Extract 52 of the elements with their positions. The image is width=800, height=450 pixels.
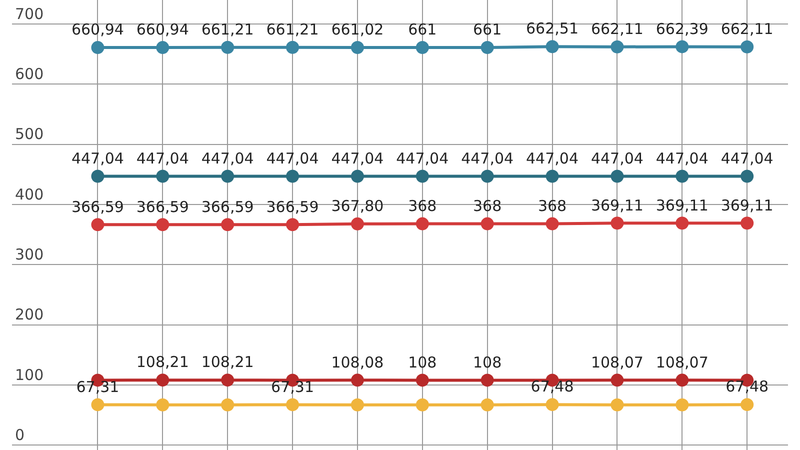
data-label: 660,94: [71, 20, 124, 39]
data-label: 661,21: [201, 20, 254, 39]
y-tick-label: 600: [15, 64, 44, 83]
data-label: 447,04: [720, 149, 774, 168]
data-label: 369,11: [720, 196, 774, 214]
data-label: 447,04: [266, 149, 319, 168]
data-label: 660,94: [136, 20, 189, 39]
data-label: 661: [473, 20, 502, 39]
data-label: 662,11: [590, 20, 644, 38]
data-label: 108,21: [136, 353, 189, 372]
data-label: 108,07: [656, 353, 708, 372]
y-tick-label: 200: [15, 306, 44, 324]
data-label: 366,59: [136, 198, 189, 216]
data-label: 67,31: [76, 378, 120, 396]
data-label: 661,02: [331, 20, 384, 39]
data-label: 447,04: [526, 149, 579, 168]
data-label: 108: [473, 353, 502, 372]
data-label: 661,21: [266, 20, 319, 39]
data-label: 662,51: [526, 20, 579, 38]
data-label: 368: [408, 196, 437, 215]
data-label: 108: [408, 353, 437, 372]
data-label: 368: [538, 196, 567, 215]
data-label: 447,04: [590, 149, 644, 168]
data-label: 367,80: [331, 197, 384, 216]
data-label: 368: [473, 196, 502, 215]
y-tick-label: 100: [15, 366, 44, 384]
y-tick-label: 400: [15, 185, 44, 204]
data-label: 447,04: [331, 149, 384, 168]
data-label: 447,04: [201, 149, 254, 168]
data-label: 366,59: [266, 198, 319, 216]
data-label: 447,04: [136, 149, 189, 168]
data-label: 369,11: [656, 196, 708, 214]
y-tick-label: 500: [15, 125, 44, 144]
y-tick-label: 300: [15, 245, 44, 264]
data-label: 369,11: [590, 196, 644, 214]
y-tick-label: 700: [15, 4, 44, 23]
data-label: 447,04: [71, 149, 124, 168]
data-label: 67,48: [530, 378, 574, 396]
data-label: 662,11: [720, 20, 774, 38]
data-label: 67,31: [271, 378, 314, 396]
data-label: 67,48: [726, 378, 769, 396]
data-label: 447,04: [396, 149, 449, 168]
data-label: 108,08: [331, 353, 384, 372]
data-label: 662,39: [656, 20, 708, 38]
data-label: 447,04: [461, 149, 514, 168]
data-label: 108,21: [201, 353, 254, 372]
y-tick-label: 0: [15, 426, 25, 444]
data-label: 366,59: [201, 198, 254, 216]
data-label: 108,07: [590, 353, 644, 372]
data-label: 447,04: [656, 149, 708, 168]
data-label: 366,59: [71, 198, 124, 216]
data-label: 661: [408, 20, 437, 39]
